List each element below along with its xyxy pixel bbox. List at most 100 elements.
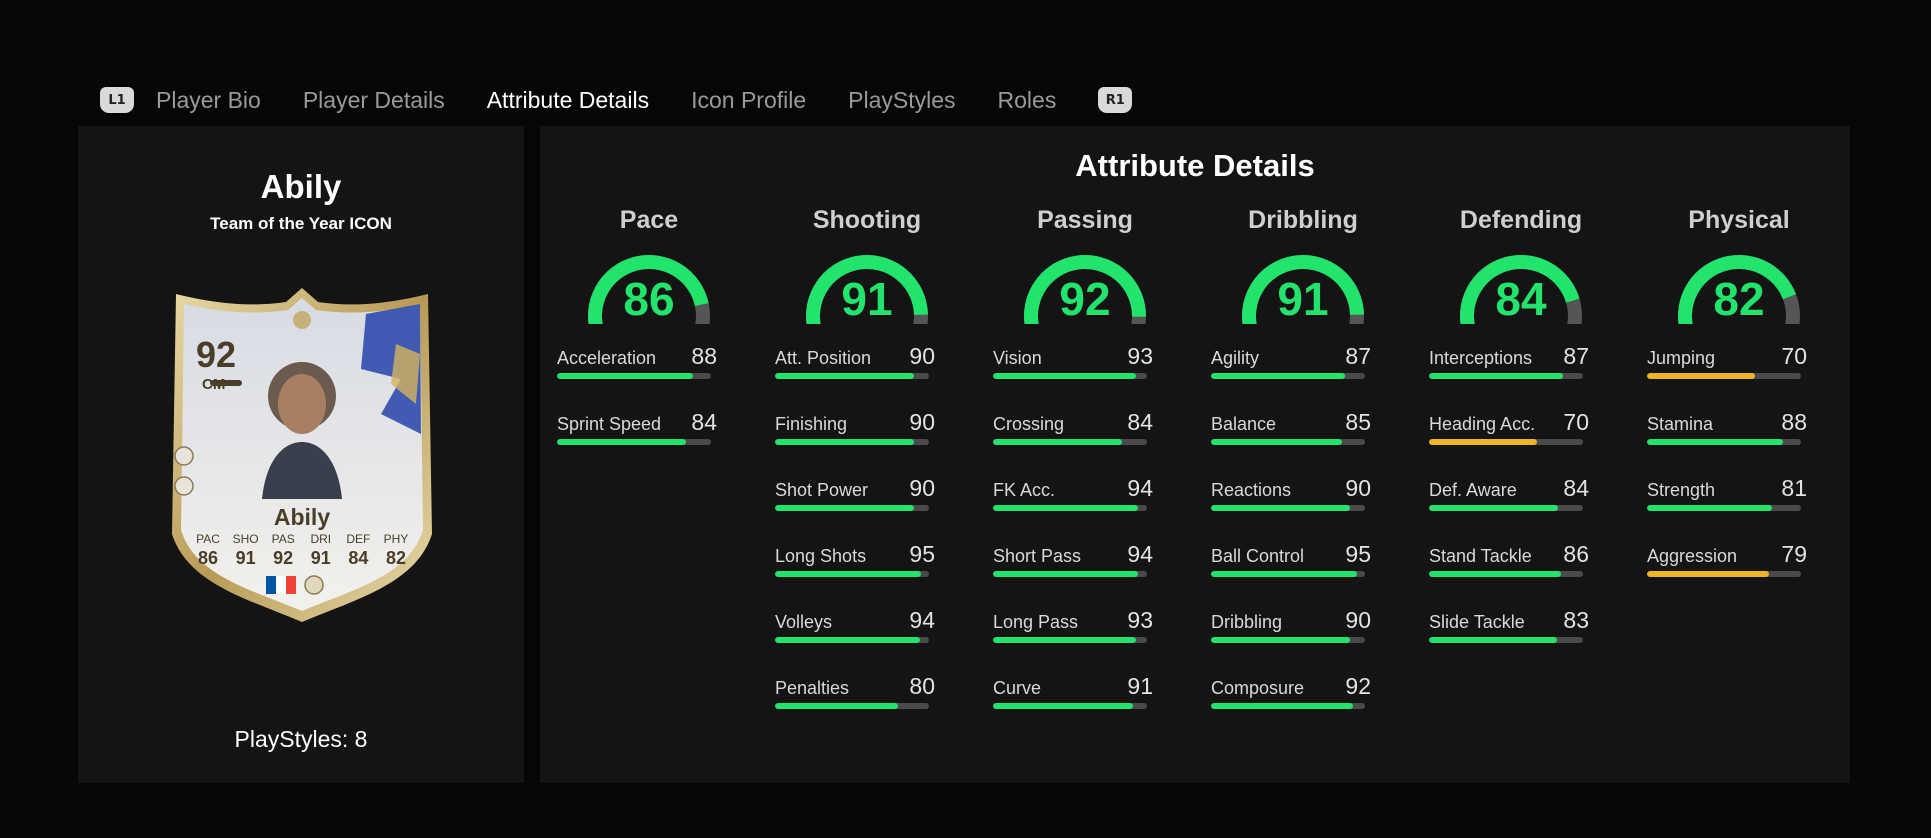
tab-player-details[interactable]: Player Details (302, 86, 445, 113)
category-gauge: 92 (1020, 252, 1150, 325)
card-type: Team of the Year ICON (210, 214, 392, 233)
attribute-value: 83 (1563, 607, 1589, 633)
attribute-row[interactable]: Short Pass 94 (976, 540, 1194, 606)
attribute-bar-fill (1429, 571, 1562, 577)
attribute-bar-fill (993, 373, 1137, 379)
attribute-row[interactable]: Ball Control 95 (1194, 540, 1412, 606)
attribute-row[interactable]: Aggression 79 (1630, 540, 1848, 606)
category-value: 91 (1277, 273, 1329, 325)
attribute-value: 90 (909, 475, 935, 501)
attribute-bar (1211, 439, 1365, 445)
attribute-bar (993, 637, 1147, 643)
attribute-bar-fill (1429, 505, 1559, 511)
attribute-bar (1647, 571, 1801, 577)
category-defending: Defending 84 Interceptions 87 Heading Acc. 70… (1412, 206, 1630, 738)
attribute-row[interactable]: Slide Tackle 83 (1412, 606, 1630, 672)
card-stats: PAC 86 SHO 91 PAS 92 DRI 91 DEF 84 PHY 82 (190, 532, 414, 569)
attribute-value: 90 (909, 343, 935, 369)
category-pace: Pace 86 Acceleration 88 Sprint Speed 84 (540, 206, 758, 738)
attribute-row[interactable]: Finishing 90 (758, 408, 976, 474)
gauge-fill (588, 255, 709, 324)
attribute-row[interactable]: Composure 92 (1194, 672, 1412, 738)
attribute-row[interactable]: Stamina 88 (1630, 408, 1848, 474)
attribute-name: Long Shots (775, 546, 867, 566)
attribute-row[interactable]: Agility 87 (1194, 342, 1412, 408)
card-stat-value: 84 (348, 548, 369, 568)
attribute-row[interactable]: Interceptions 87 (1412, 342, 1630, 408)
attribute-name: Heading Acc. (1429, 414, 1536, 434)
attribute-bar (993, 703, 1147, 709)
attribute-row[interactable]: Stand Tackle 86 (1412, 540, 1630, 606)
player-card: 92 CM Abily PAC 86 SHO 91 PAS 92 DRI 91 DEF 8… (166, 284, 438, 626)
card-position: CM (202, 376, 226, 393)
gauge-fill (1242, 255, 1364, 324)
attribute-row[interactable]: Reactions 90 (1194, 474, 1412, 540)
r1-button[interactable]: R1 (1098, 87, 1133, 113)
tab-playstyles[interactable]: PlayStyles (848, 86, 956, 113)
attribute-name: Shot Power (775, 480, 869, 500)
attribute-value: 92 (1345, 673, 1371, 699)
attribute-bar (775, 571, 929, 577)
category-gauge: 91 (1238, 252, 1368, 325)
attribute-row[interactable]: Heading Acc. 70 (1412, 408, 1630, 474)
player-card-panel: Abily Team of the Year ICON (78, 126, 524, 783)
attribute-row[interactable]: Curve 91 (976, 672, 1194, 738)
attribute-row[interactable]: Jumping 70 (1630, 342, 1848, 408)
tab-icon-profile[interactable]: Icon Profile (691, 86, 807, 113)
attribute-name: Sprint Speed (557, 414, 662, 434)
attribute-row[interactable]: Long Pass 93 (976, 606, 1194, 672)
attribute-name: Acceleration (557, 348, 657, 368)
attribute-name: Ball Control (1211, 546, 1305, 566)
attribute-row[interactable]: Penalties 80 (758, 672, 976, 738)
attribute-row[interactable]: Volleys 94 (758, 606, 976, 672)
card-stat-pas: PAS 92 (265, 532, 301, 569)
l1-button[interactable]: L1 (100, 87, 134, 113)
attribute-row[interactable]: Def. Aware 84 (1412, 474, 1630, 540)
card-stat-value: 92 (273, 548, 294, 568)
attribute-value: 95 (909, 541, 935, 567)
category-dribbling: Dribbling 91 Agility 87 Balance 85 Reactions 90… (1194, 206, 1412, 738)
attribute-name: Def. Aware (1429, 480, 1517, 500)
attribute-bar (993, 439, 1147, 445)
attribute-value: 93 (1127, 343, 1153, 369)
tab-player-bio[interactable]: Player Bio (156, 86, 261, 113)
tab-roles[interactable]: Roles (997, 86, 1057, 113)
tab-attribute-details[interactable]: Attribute Details (486, 86, 650, 113)
attribute-row[interactable]: Sprint Speed 84 (540, 408, 758, 474)
attribute-name: Vision (993, 348, 1042, 368)
attribute-name: Stamina (1647, 414, 1714, 434)
attribute-row[interactable]: Dribbling 90 (1194, 606, 1412, 672)
category-title: Shooting (812, 206, 922, 234)
attribute-row[interactable]: Shot Power 90 (758, 474, 976, 540)
player-name: Abily (260, 168, 342, 205)
attribute-row[interactable]: Long Shots 95 (758, 540, 976, 606)
attribute-bar-fill (1429, 373, 1563, 379)
attribute-bar-fill (1647, 373, 1755, 379)
attribute-name: Crossing (993, 414, 1065, 434)
attribute-value: 94 (1127, 541, 1153, 567)
attribute-row[interactable]: Att. Position 90 (758, 342, 976, 408)
category-physical: Physical 82 Jumping 70 Stamina 88 Strength 81 Ag… (1630, 206, 1848, 738)
attribute-name: Dribbling (1211, 612, 1283, 632)
category-title: Pace (619, 206, 679, 234)
attribute-row[interactable]: Crossing 84 (976, 408, 1194, 474)
attribute-row[interactable]: Balance 85 (1194, 408, 1412, 474)
attribute-list: Jumping 70 Stamina 88 Strength 81 Aggression 79 (1630, 342, 1848, 606)
category-value: 92 (1059, 273, 1111, 325)
attribute-value: 91 (1127, 673, 1153, 699)
attribute-row[interactable]: Strength 81 (1630, 474, 1848, 540)
attribute-row[interactable]: Vision 93 (976, 342, 1194, 408)
attribute-bar-fill (1211, 637, 1350, 643)
card-rating: 92 (196, 334, 237, 375)
card-stat-label: DRI (310, 532, 332, 546)
attribute-bar-fill (775, 439, 914, 445)
attribute-bar (993, 373, 1147, 379)
attribute-row[interactable]: Acceleration 88 (540, 342, 758, 408)
attribute-row[interactable]: FK Acc. 94 (976, 474, 1194, 540)
attribute-bar (1429, 373, 1583, 379)
attribute-value: 86 (1563, 541, 1589, 567)
attribute-bar-fill (993, 637, 1137, 643)
attribute-name: Finishing (775, 414, 848, 434)
attribute-bar (1211, 571, 1365, 577)
attribute-list: Vision 93 Crossing 84 FK Acc. 94 Short Pass 94 L… (976, 342, 1194, 738)
